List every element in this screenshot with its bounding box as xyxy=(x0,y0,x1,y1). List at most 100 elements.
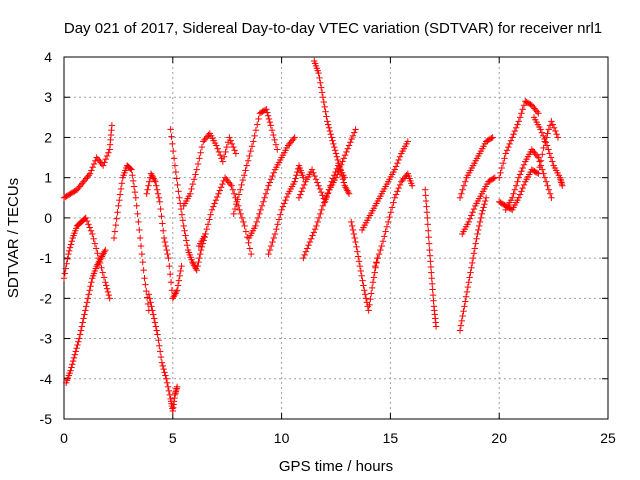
data-point xyxy=(362,295,370,302)
data-point xyxy=(76,335,83,342)
data-point xyxy=(63,260,70,267)
data-point xyxy=(514,121,521,128)
data-point xyxy=(197,250,204,258)
data-point xyxy=(220,153,228,160)
data-point xyxy=(111,228,119,235)
data-point xyxy=(458,317,465,325)
data-point xyxy=(242,167,249,174)
data-point xyxy=(323,194,330,201)
data-point xyxy=(135,218,142,226)
data-point xyxy=(473,235,480,243)
data-point xyxy=(546,190,554,197)
data-point xyxy=(227,137,234,144)
data-point xyxy=(342,184,349,191)
data-point xyxy=(462,293,470,300)
data-point xyxy=(529,103,537,111)
data-point xyxy=(509,194,516,201)
data-point xyxy=(80,178,87,185)
data-point xyxy=(544,130,551,137)
data-point xyxy=(391,166,398,173)
data-point xyxy=(497,169,504,177)
data-point xyxy=(470,250,478,257)
data-point xyxy=(153,186,161,193)
data-point xyxy=(301,251,308,259)
data-point xyxy=(85,221,92,228)
data-point xyxy=(112,221,119,229)
data-point xyxy=(392,191,400,198)
data-point xyxy=(368,290,375,297)
y-tick-label: -1 xyxy=(40,250,53,266)
data-point xyxy=(130,183,138,190)
data-point xyxy=(95,259,102,267)
data-point xyxy=(511,127,519,135)
data-point xyxy=(548,118,555,125)
data-point xyxy=(461,303,468,310)
data-point xyxy=(536,158,543,165)
data-point xyxy=(331,147,339,154)
data-point xyxy=(174,282,182,289)
chart-title: Day 021 of 2017, Sidereal Day-to-day VTE… xyxy=(64,20,602,37)
data-point xyxy=(163,379,171,386)
data-point xyxy=(489,134,496,141)
data-point xyxy=(96,256,104,263)
data-point xyxy=(295,194,303,201)
data-point xyxy=(236,206,243,214)
data-point xyxy=(331,143,338,151)
data-point xyxy=(270,169,277,177)
data-point xyxy=(167,279,175,286)
data-point xyxy=(160,234,168,242)
data-point xyxy=(129,177,137,185)
data-point xyxy=(519,106,526,113)
data-point xyxy=(129,172,136,179)
data-point xyxy=(193,266,200,274)
data-point xyxy=(105,149,112,156)
data-point xyxy=(275,216,283,223)
data-point xyxy=(475,222,483,230)
data-point xyxy=(76,183,83,190)
data-point xyxy=(469,259,476,267)
data-point xyxy=(532,106,539,114)
data-point xyxy=(198,243,206,251)
data-point xyxy=(428,269,435,276)
data-point xyxy=(86,287,93,294)
data-point xyxy=(559,182,566,189)
data-point xyxy=(328,134,335,141)
data-point xyxy=(505,143,512,151)
data-point xyxy=(549,121,556,128)
data-point xyxy=(266,179,274,186)
data-point xyxy=(213,193,221,201)
data-point xyxy=(543,134,550,141)
data-point xyxy=(61,270,69,277)
data-point xyxy=(379,238,387,245)
data-point xyxy=(72,348,79,355)
data-point xyxy=(510,131,517,138)
data-point xyxy=(322,108,329,115)
data-point xyxy=(164,383,172,391)
data-point xyxy=(85,172,93,179)
x-tick-label: 20 xyxy=(491,430,507,446)
plot-frame xyxy=(63,56,609,420)
data-point xyxy=(162,372,169,379)
data-point xyxy=(207,211,214,218)
data-point xyxy=(351,129,358,136)
data-point xyxy=(315,214,323,222)
data-point xyxy=(252,127,260,134)
data-point xyxy=(230,190,238,197)
data-point xyxy=(469,254,477,262)
data-point xyxy=(102,279,109,286)
data-point xyxy=(533,108,541,115)
data-point xyxy=(183,237,190,244)
data-point xyxy=(332,150,340,157)
data-point xyxy=(306,238,314,246)
data-point xyxy=(518,188,525,195)
data-point xyxy=(169,295,176,302)
data-point xyxy=(533,152,541,160)
data-point xyxy=(516,191,524,198)
data-point xyxy=(181,227,188,234)
data-point xyxy=(158,213,165,220)
data-point xyxy=(511,186,519,193)
data-point xyxy=(462,178,469,185)
data-point xyxy=(237,210,244,218)
data-point xyxy=(193,166,200,173)
data-point xyxy=(69,361,76,368)
